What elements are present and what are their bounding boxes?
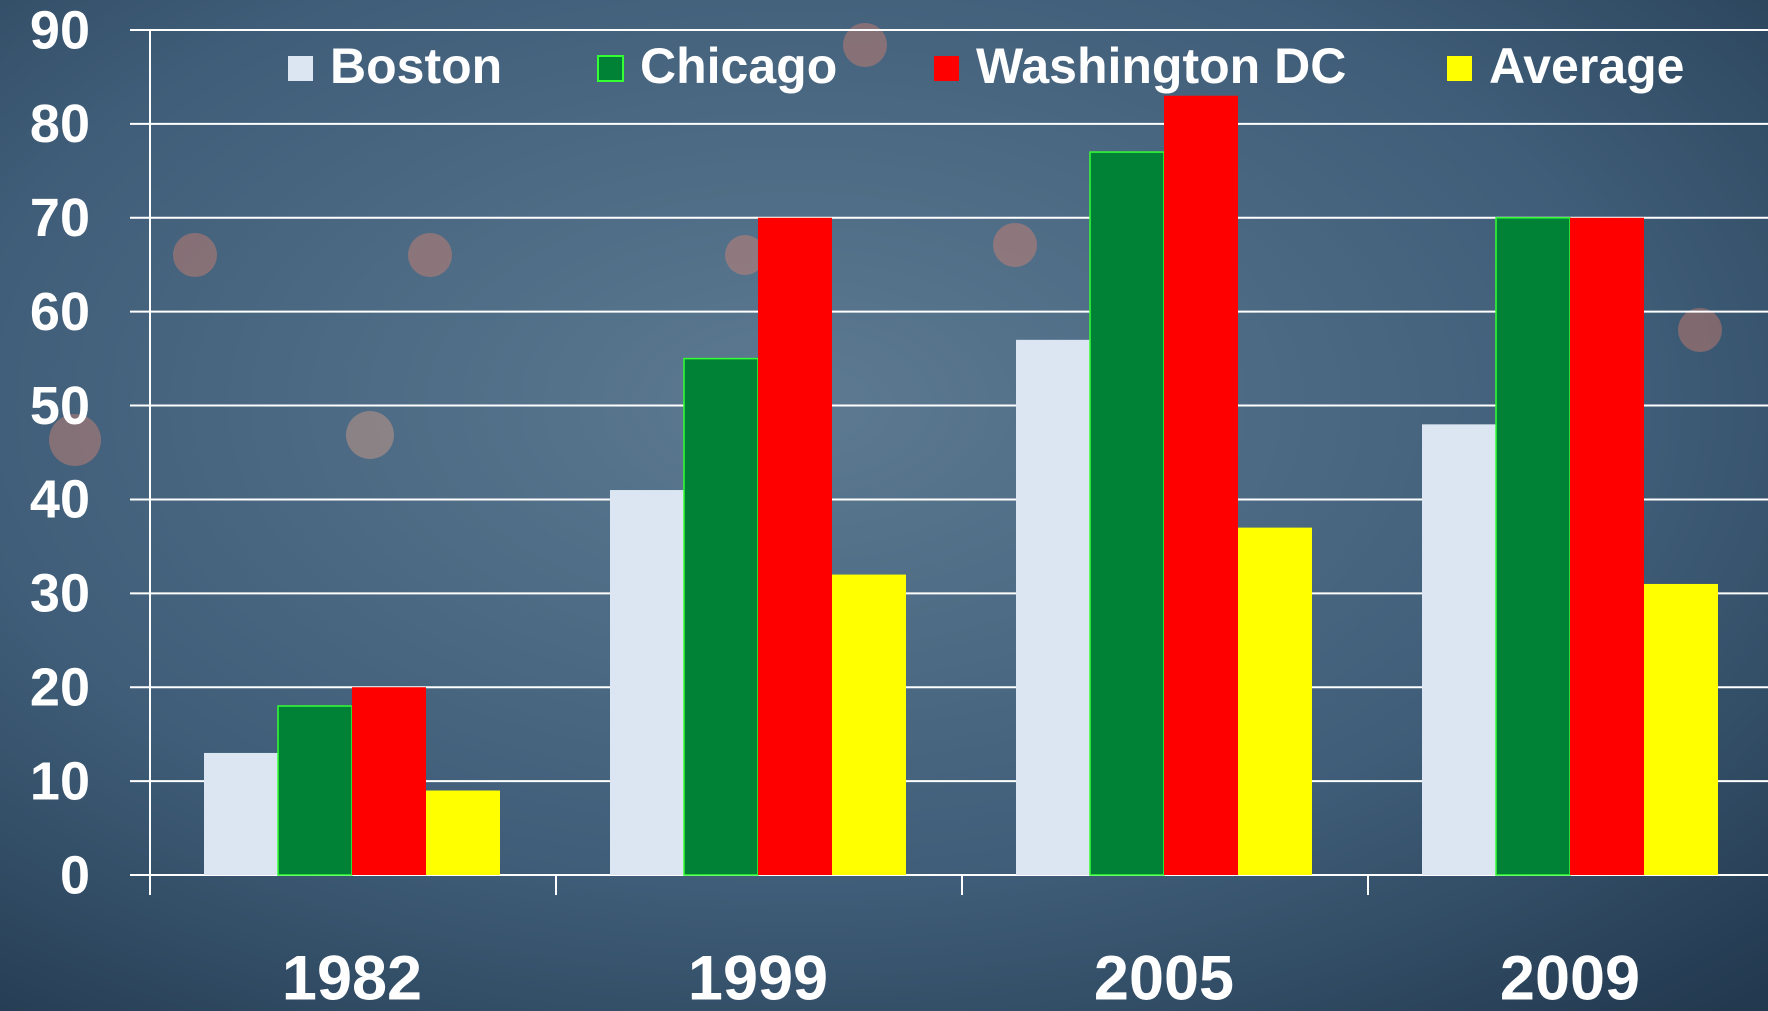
background-lights <box>49 23 1722 466</box>
bar <box>1495 217 1571 876</box>
bar <box>758 217 832 875</box>
y-tick-label: 70 <box>30 188 90 248</box>
y-tick-label: 0 <box>60 845 90 905</box>
bar <box>1644 583 1718 875</box>
bar <box>1570 217 1644 875</box>
y-tick-label: 30 <box>30 564 90 624</box>
legend-swatch <box>934 56 959 81</box>
y-tick-label: 80 <box>30 94 90 154</box>
y-tick-label: 50 <box>30 376 90 436</box>
y-tick-label: 60 <box>30 282 90 342</box>
bar <box>426 790 500 875</box>
x-tick-label: 1982 <box>282 944 422 1011</box>
x-tick-label: 2005 <box>1094 944 1234 1011</box>
y-tick-label: 90 <box>30 0 90 60</box>
bar <box>1238 527 1312 875</box>
legend-swatch <box>1447 56 1472 81</box>
y-tick-label: 40 <box>30 470 90 530</box>
bar <box>204 752 278 875</box>
legend-label: Washington DC <box>976 38 1346 94</box>
x-tick-label: 1999 <box>688 944 828 1011</box>
legend-swatch <box>597 55 624 82</box>
bar <box>1016 339 1090 875</box>
legend-label: Average <box>1489 38 1684 94</box>
bar <box>1422 424 1496 875</box>
bar <box>683 357 759 876</box>
bar <box>277 705 353 876</box>
x-tick-label: 2009 <box>1500 944 1640 1011</box>
bar <box>832 574 906 875</box>
bar <box>352 687 426 875</box>
bar <box>1089 151 1165 876</box>
legend-label: Boston <box>330 38 502 94</box>
y-tick-label: 20 <box>30 657 90 717</box>
legend-label: Chicago <box>640 38 837 94</box>
bar <box>1164 95 1238 875</box>
legend-swatch <box>288 56 313 81</box>
y-tick-label: 10 <box>30 751 90 811</box>
bar <box>610 490 684 875</box>
